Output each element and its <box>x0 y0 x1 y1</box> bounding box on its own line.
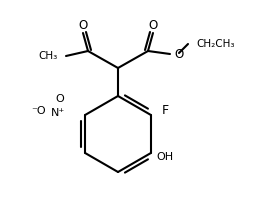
Text: N⁺: N⁺ <box>51 108 65 118</box>
Text: O: O <box>78 20 88 32</box>
Text: CH₃: CH₃ <box>39 51 58 61</box>
Text: ⁻O: ⁻O <box>31 106 46 116</box>
Text: O: O <box>174 48 183 61</box>
Text: F: F <box>161 105 168 117</box>
Text: OH: OH <box>156 152 173 162</box>
Text: O: O <box>56 94 64 104</box>
Text: O: O <box>148 20 158 32</box>
Text: CH₂CH₃: CH₂CH₃ <box>196 39 235 49</box>
